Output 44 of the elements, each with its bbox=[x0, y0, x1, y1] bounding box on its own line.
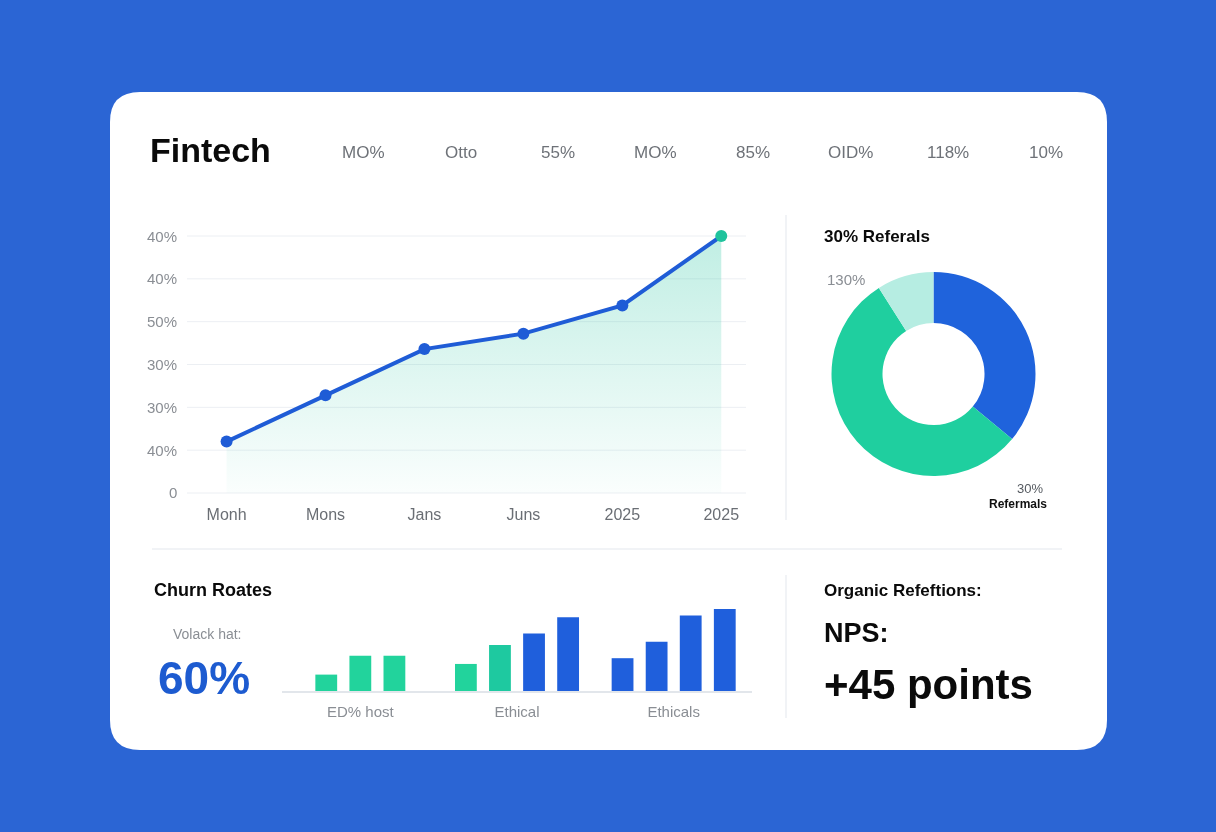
point bbox=[220, 435, 233, 448]
text: 50% bbox=[147, 313, 178, 330]
text: +45 points bbox=[824, 661, 1033, 708]
point bbox=[715, 230, 728, 242]
point bbox=[517, 327, 530, 340]
text: 40% bbox=[147, 228, 178, 245]
text: 60% bbox=[158, 652, 251, 704]
x-tick-label: Monh bbox=[206, 506, 247, 523]
text: 30% bbox=[147, 356, 178, 373]
x-tick-label: Mons bbox=[305, 506, 346, 523]
donut-slice bbox=[878, 272, 934, 331]
text: 40% bbox=[147, 442, 178, 459]
x-tick-label: Ethical bbox=[494, 703, 540, 720]
x-tick-label: ED% host bbox=[326, 703, 395, 720]
text: 130% bbox=[827, 271, 866, 288]
text: 85% bbox=[736, 143, 771, 162]
x-tick-label: 2025 bbox=[703, 506, 740, 523]
x-tick-label: Juns bbox=[506, 506, 541, 523]
text: 55% bbox=[541, 143, 576, 162]
chart-title: 30% Referals bbox=[824, 227, 930, 246]
x-tick-label: Jans bbox=[407, 506, 442, 523]
text: MO% bbox=[634, 143, 677, 162]
donut-slice bbox=[933, 272, 1036, 440]
donut-slice bbox=[831, 287, 1013, 476]
text: NPS: bbox=[824, 618, 889, 648]
point bbox=[319, 389, 332, 402]
text: 30% bbox=[147, 399, 178, 416]
chart-title: Churn Roates bbox=[154, 580, 273, 600]
text: OID% bbox=[828, 143, 874, 162]
text: 30% bbox=[1017, 481, 1044, 496]
x-tick-label: Ethicals bbox=[647, 703, 700, 720]
text: 118% bbox=[927, 143, 970, 162]
text: Fintech bbox=[150, 131, 271, 169]
text: 10% bbox=[1029, 143, 1064, 162]
text: Volack hat: bbox=[173, 626, 242, 642]
text: Organic Refeftions: bbox=[824, 581, 982, 600]
x-tick-label: 2025 bbox=[604, 506, 641, 523]
text: Refermals bbox=[989, 497, 1048, 511]
text: 40% bbox=[147, 270, 178, 287]
text: Otto bbox=[445, 143, 478, 162]
text: 0 bbox=[169, 484, 178, 501]
text: MO% bbox=[342, 143, 385, 162]
point bbox=[616, 299, 629, 312]
point bbox=[418, 343, 431, 356]
